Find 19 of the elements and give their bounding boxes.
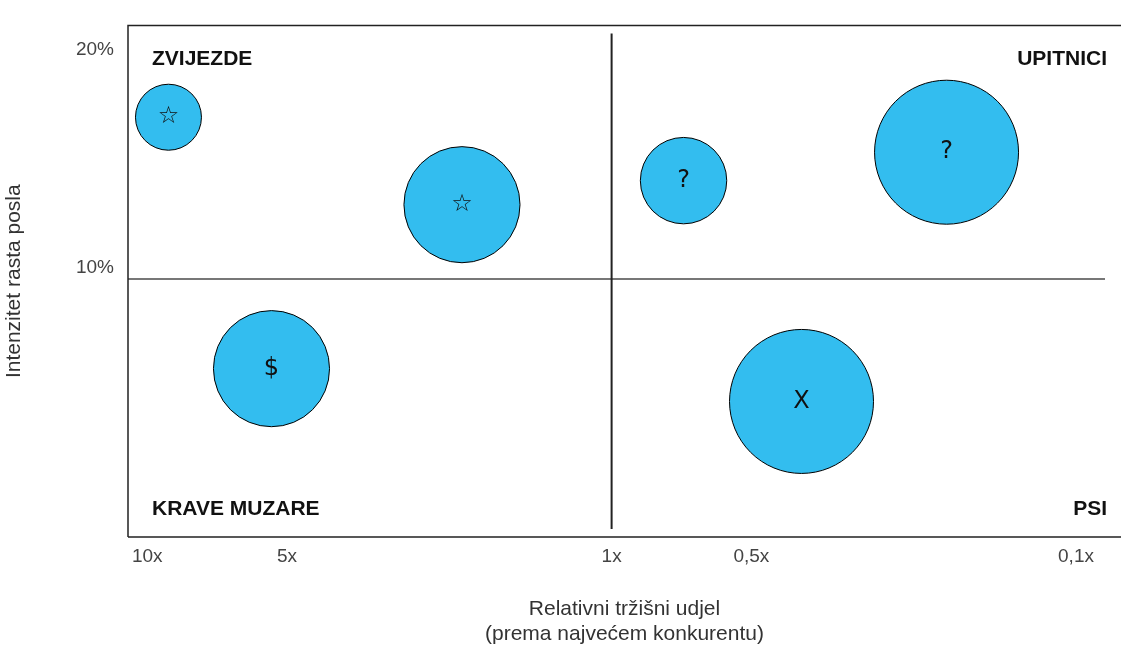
y-axis-title: Intenzitet rasta posla (1, 183, 25, 379)
y-tick-label: 10% (75, 256, 115, 278)
x-tick-label: 0,5x (733, 544, 770, 566)
annotation: ☆ (157, 101, 180, 130)
x-tick-label: 1x (601, 544, 623, 566)
annotation: ? (940, 136, 953, 165)
x-tick-label: 10x (131, 544, 164, 566)
annotation: ☆ (451, 188, 473, 217)
annotation: ? (677, 164, 690, 193)
annotation: $ (263, 352, 280, 381)
x-axis-title: Relativni tržišni udjel (prema najvećem konkurentu) (485, 596, 764, 645)
annotation: ZVIJEZDE (152, 46, 253, 70)
x-tick-label: 5x (276, 544, 298, 566)
y-tick-label: 20% (75, 37, 115, 59)
annotation: PSI (1073, 495, 1107, 519)
annotation: KRAVE MUZARE (152, 495, 320, 519)
x-tick-label: 0,1x (1058, 544, 1095, 566)
annotation: X (793, 385, 810, 414)
annotation: UPITNICI (1017, 46, 1107, 70)
